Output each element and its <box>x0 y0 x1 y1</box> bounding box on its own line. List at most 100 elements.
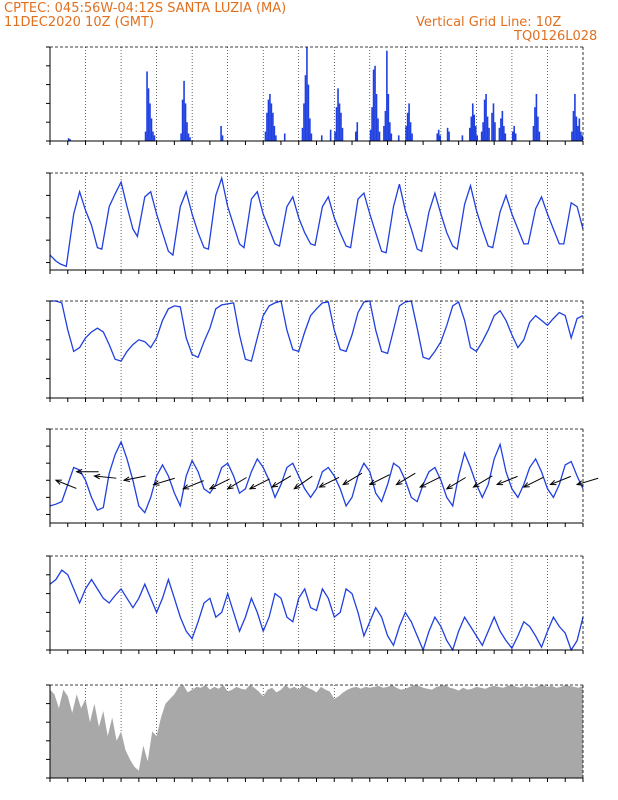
precipitation-bar <box>488 127 490 141</box>
precipitation-bar <box>334 131 336 141</box>
wind-arrow-head <box>395 479 403 486</box>
wind-arrow-head <box>418 482 427 488</box>
precipitation-bar <box>69 139 71 141</box>
precipitation-bar <box>409 122 412 141</box>
precipitation-bar <box>304 75 307 141</box>
precipitation-bar <box>387 94 390 141</box>
precipitation-bar <box>581 135 584 141</box>
precipitation-bar <box>572 110 575 141</box>
series-line <box>49 175 584 268</box>
wind-arrow <box>496 475 518 486</box>
precipitation-bar <box>189 137 191 141</box>
wind-arrow-head <box>208 483 216 490</box>
precipitation-bar <box>501 110 504 141</box>
precipitation-bar <box>471 103 474 141</box>
precipitation-bar <box>514 133 517 141</box>
precipitation-bar <box>491 112 493 141</box>
precipitation-bar <box>577 125 579 141</box>
precipitation-bar <box>532 125 535 141</box>
precipitation-bar <box>411 133 413 141</box>
wind-arrow-head <box>472 481 480 488</box>
precipitation-bar <box>377 118 379 141</box>
wind-arrow-head <box>445 483 453 490</box>
precipitation-bar <box>153 135 156 141</box>
precipitation-bar <box>437 129 440 141</box>
wind-arrow-head <box>248 483 256 490</box>
wind-arrow-head <box>54 479 62 485</box>
precipitation-bar <box>480 131 483 141</box>
precipitation-bar <box>436 133 439 141</box>
precipitation-bar <box>498 127 501 141</box>
precipitation-bar <box>152 131 154 141</box>
wind-arrow <box>249 478 270 490</box>
precipitation-bar <box>180 133 182 141</box>
precipitation-bar <box>266 112 268 141</box>
wind-arrow <box>576 477 599 486</box>
precipitation-bar <box>335 107 338 141</box>
wind-arrow-head <box>318 482 326 488</box>
wind-arrow <box>550 475 572 486</box>
model-code-text: TQ0126L028 <box>514 29 598 44</box>
wind-arrow <box>209 478 230 490</box>
precipitation-bar <box>384 110 387 141</box>
precipitation-bar <box>492 103 495 141</box>
wind-arrow-head <box>342 479 350 486</box>
precipitation-bar <box>371 107 373 141</box>
precipitation-bar <box>270 103 273 141</box>
precipitation-bar <box>183 80 185 141</box>
precipitation-bar <box>574 94 576 141</box>
wind-arrow <box>446 477 466 490</box>
series-line <box>49 440 584 514</box>
cloud-cover-area <box>50 685 583 778</box>
precipitation-bar <box>571 131 573 141</box>
precipitation-bar <box>461 135 464 141</box>
precipitation-bar <box>320 135 323 141</box>
precipitation-bar <box>468 127 471 141</box>
precipitation-bar <box>283 133 286 141</box>
precipitation-bar <box>221 135 224 141</box>
precipitation-bar <box>310 133 313 141</box>
wind-arrow <box>396 472 416 485</box>
wind-arrow-head <box>522 482 530 488</box>
precipitation-bar <box>146 71 148 141</box>
series-line <box>49 569 584 652</box>
wind-arrow-head <box>75 468 83 475</box>
precipitation-bar <box>275 135 277 141</box>
precipitation-bar <box>272 112 274 141</box>
precipitation-bar <box>448 131 450 141</box>
precipitation-bar <box>220 125 222 141</box>
precipitation-bar <box>575 116 578 141</box>
precipitation-bar <box>386 50 388 142</box>
wind-arrow-head <box>93 473 101 480</box>
precipitation-bar <box>405 125 407 141</box>
wind-arrow <box>227 477 247 490</box>
precipitation-bar <box>187 133 190 141</box>
precipitation-bar <box>483 99 486 141</box>
precipitation-bar <box>354 131 357 141</box>
precipitation-bar <box>534 107 536 141</box>
precipitation-bar <box>341 127 344 141</box>
precipitation-bar <box>144 131 147 141</box>
precipitation-bar <box>538 131 541 141</box>
precipitation-bar <box>184 103 187 141</box>
precipitation-bar <box>307 84 310 141</box>
precipitation-bar <box>406 112 409 141</box>
precipitation-bar <box>329 129 332 141</box>
chart-header: CPTEC: 045:56W-04:12S SANTA LUZIA (MA) 1… <box>0 0 618 48</box>
precipitation-bar <box>511 131 514 141</box>
precipitation-bar <box>476 135 478 141</box>
precipitation-bar <box>513 125 516 141</box>
precipitation-bar <box>67 138 70 141</box>
wind-arrow <box>523 476 544 488</box>
precipitation-bar <box>264 131 267 141</box>
precipitation-bar <box>340 112 342 141</box>
precipitation-bar <box>309 118 311 141</box>
wind-arrow <box>183 480 204 490</box>
wind-arrow <box>319 476 340 488</box>
precipitation-bar <box>374 65 376 141</box>
station-location-text: CPTEC: 045:56W-04:12S SANTA LUZIA (MA) <box>4 1 287 16</box>
wind-arrow <box>271 475 292 488</box>
precipitation-bar <box>337 88 339 141</box>
wind-arrow <box>153 477 175 486</box>
wind-arrow <box>473 475 493 488</box>
